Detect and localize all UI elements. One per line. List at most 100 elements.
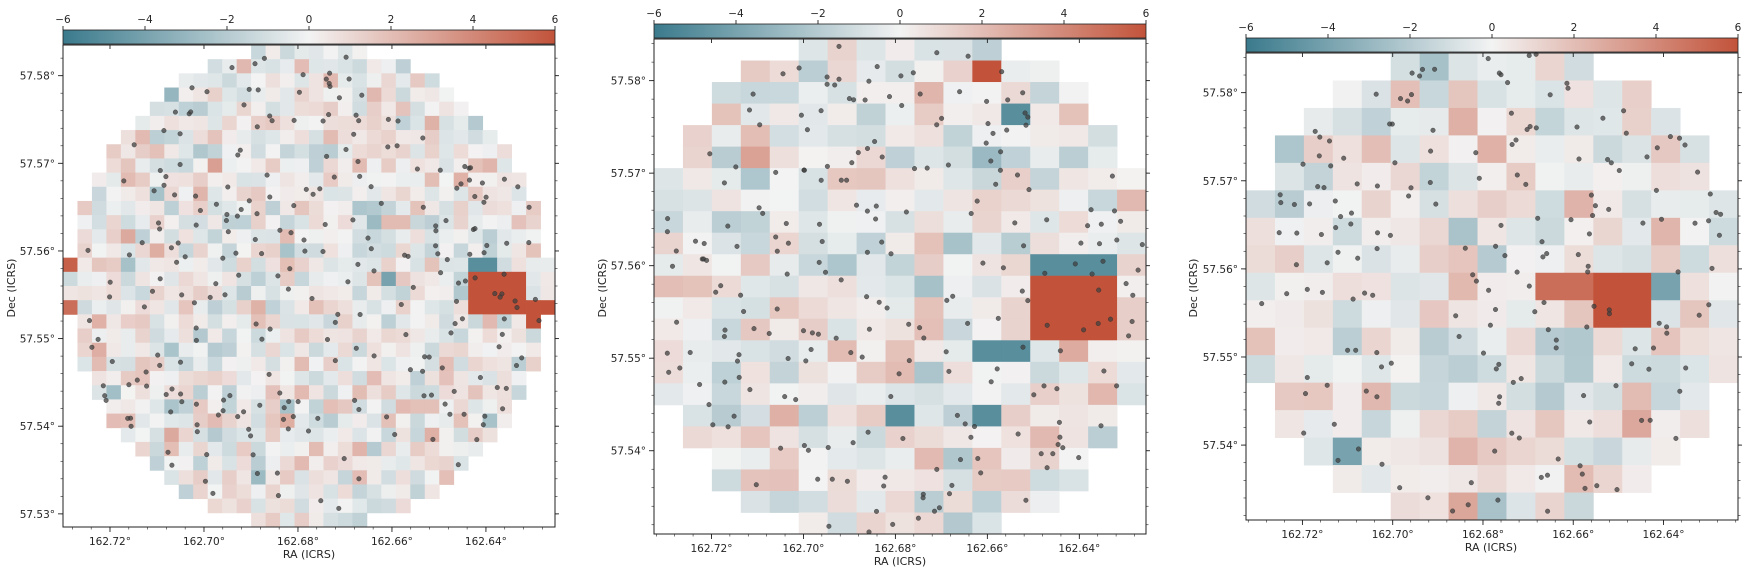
source-point (324, 153, 330, 159)
heatmap-cell (106, 356, 122, 372)
heatmap-cell (294, 215, 310, 230)
source-point (1547, 92, 1553, 98)
source-point (1709, 265, 1715, 271)
source-point (1130, 292, 1136, 298)
source-point (864, 294, 870, 300)
heatmap-cell (207, 257, 223, 273)
heatmap-cell (914, 469, 944, 492)
heatmap-cell (251, 73, 266, 88)
heatmap-cell (395, 286, 411, 301)
heatmap-cell (856, 146, 886, 169)
heatmap-cell (1477, 80, 1507, 109)
heatmap-cell (827, 426, 857, 449)
source-point (306, 428, 311, 434)
heatmap-cell (1390, 410, 1421, 438)
source-point (291, 117, 297, 123)
heatmap-cell (395, 300, 411, 315)
heatmap-cell (1477, 107, 1507, 136)
heatmap-cell (309, 456, 324, 471)
heatmap-cell (740, 189, 771, 212)
heatmap-cell (236, 484, 252, 500)
heatmap-cell (337, 484, 353, 500)
heatmap-cell (1448, 190, 1478, 219)
heatmap-cell (366, 130, 382, 145)
heatmap-cell (856, 168, 886, 191)
heatmap-cell (497, 371, 512, 386)
source-point (246, 426, 252, 432)
heatmap-cell (424, 427, 440, 443)
heatmap-cell (1622, 437, 1652, 466)
source-point (774, 306, 780, 312)
source-point (1341, 155, 1347, 161)
source-point (1304, 286, 1310, 292)
heatmap-cell (1419, 382, 1449, 411)
heatmap-cell (251, 200, 266, 216)
source-point (1540, 254, 1546, 260)
heatmap-cell (1246, 217, 1276, 246)
heatmap-cell (366, 300, 382, 315)
source-point (808, 347, 814, 352)
source-point (215, 412, 221, 418)
heatmap-cell (972, 361, 1002, 384)
x-tick-label: 162.72° (690, 543, 732, 555)
heatmap-cell (309, 342, 324, 358)
panel-2-points (664, 43, 1145, 535)
heatmap-cell (1477, 382, 1507, 411)
source-point (248, 433, 254, 439)
heatmap-cell (468, 229, 484, 244)
source-point (157, 226, 163, 232)
heatmap-cell (193, 229, 209, 244)
heatmap-cell (410, 385, 426, 400)
source-point (738, 292, 744, 298)
source-point (1406, 193, 1412, 199)
heatmap-cell (222, 314, 238, 329)
heatmap-cell (106, 399, 122, 414)
source-point (1613, 383, 1619, 389)
source-point (1707, 191, 1713, 197)
heatmap-cell (395, 314, 411, 329)
source-point (946, 368, 952, 374)
source-point (1470, 272, 1476, 278)
heatmap-cell (1593, 410, 1623, 438)
heatmap-cell (1477, 190, 1507, 219)
source-point (1677, 388, 1683, 394)
heatmap-cell (207, 115, 223, 131)
source-point (261, 55, 267, 61)
heatmap-cell (280, 470, 295, 485)
heatmap-cell (265, 257, 281, 273)
heatmap-cell (972, 297, 1002, 320)
heatmap-cell (1246, 355, 1276, 384)
source-point (747, 107, 752, 113)
source-point (1025, 114, 1031, 120)
heatmap-cell (135, 441, 151, 457)
source-point (357, 173, 363, 179)
heatmap-cell (265, 186, 281, 202)
source-point (252, 61, 258, 67)
heatmap-cell (1593, 245, 1623, 274)
heatmap-cell (366, 484, 382, 500)
heatmap-cell (1059, 447, 1089, 470)
source-point (468, 165, 473, 171)
heatmap-cell (453, 130, 469, 145)
source-point (157, 168, 163, 173)
heatmap-cell (1088, 318, 1118, 341)
heatmap-cell (1535, 107, 1565, 136)
source-point (1303, 391, 1308, 397)
source-point (266, 371, 272, 377)
heatmap-cell (265, 441, 281, 457)
heatmap-cell (323, 172, 339, 188)
heatmap-cell (885, 447, 915, 470)
heatmap-cell (972, 447, 1002, 470)
source-point (1349, 210, 1354, 216)
heatmap-cell (439, 456, 455, 471)
heatmap-cell (265, 172, 281, 188)
heatmap-cell (280, 356, 295, 372)
source-point (876, 299, 882, 305)
heatmap-cell (453, 314, 469, 329)
heatmap-cell (236, 101, 252, 117)
source-point (1706, 218, 1712, 224)
heatmap-cell (769, 426, 800, 449)
source-point (1538, 474, 1544, 480)
x-tick-label: 162.72° (89, 536, 131, 548)
source-point (458, 181, 464, 187)
